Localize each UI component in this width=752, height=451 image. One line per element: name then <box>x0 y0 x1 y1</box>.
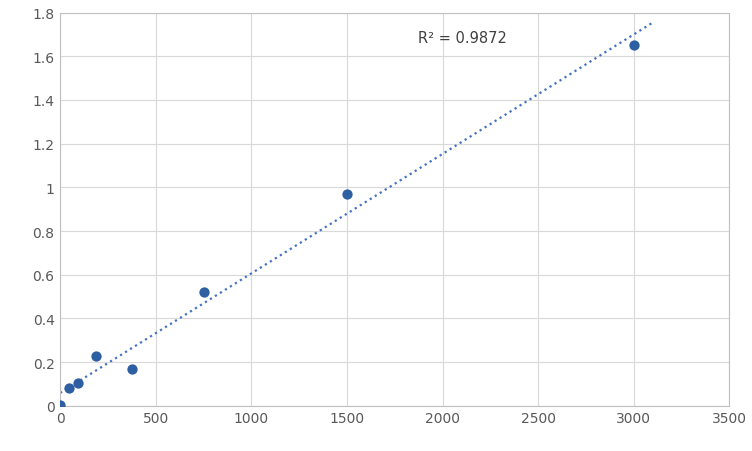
Point <box>628 43 640 50</box>
Point <box>90 352 102 359</box>
Point <box>341 191 353 198</box>
Point <box>63 385 75 392</box>
Point <box>126 365 138 373</box>
Point <box>198 289 210 296</box>
Point <box>54 401 66 409</box>
Text: R² = 0.9872: R² = 0.9872 <box>418 31 507 46</box>
Point <box>72 379 84 387</box>
